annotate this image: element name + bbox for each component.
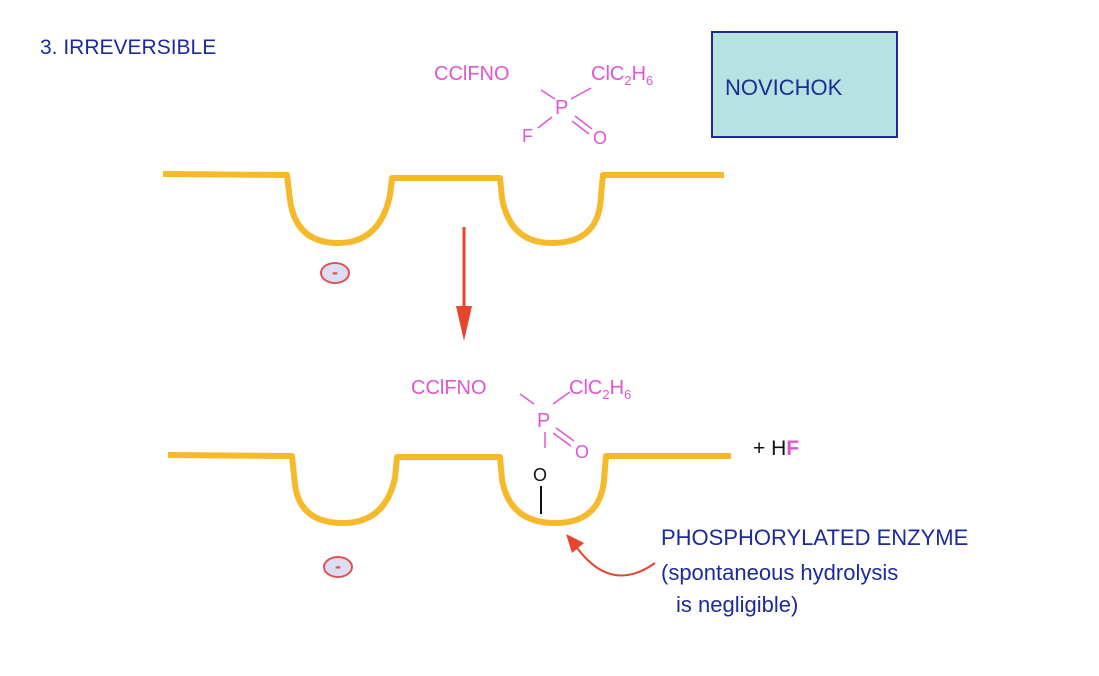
mol-top-fluorine: F [522,126,533,146]
section-title: 3. IRREVERSIBLE [40,36,217,59]
molecule-top-bonds [537,87,593,135]
annotation-line2: (spontaneous hydrolysis [661,560,899,585]
reaction-arrow-head [456,306,472,341]
molecule-bottom-bonds [519,391,575,448]
novichok-box: NOVICHOK [711,31,898,138]
mol-bottom-left-group: CClFNO [411,377,487,399]
mol-bottom-right-group: ClC2H6 [569,377,632,402]
annotation-arrow [574,544,656,577]
negative-charge-top: - [320,262,350,284]
mol-top-phosphorus: P [555,97,569,119]
negative-charge-bottom: - [323,556,353,578]
annotation-title: PHOSPHORYLATED ENZYME [661,525,969,550]
mol-top-oxygen: O [593,128,608,148]
annotation-line3: is negligible) [676,592,799,617]
annotation-arrow-head [566,534,584,553]
mol-top-left-group: CClFNO [434,63,510,85]
mol-bottom-phosphorus: P [537,410,551,432]
bound-oxygen: O [533,465,548,485]
enzyme-surface-bottom [167,452,731,526]
enzyme-surface-top [162,171,724,246]
mol-top-right-group: ClC2H6 [591,63,654,88]
byproduct-hf: + HF [753,437,800,460]
mol-bottom-oxygen: O [575,442,590,462]
novichok-label: NOVICHOK [725,75,843,100]
